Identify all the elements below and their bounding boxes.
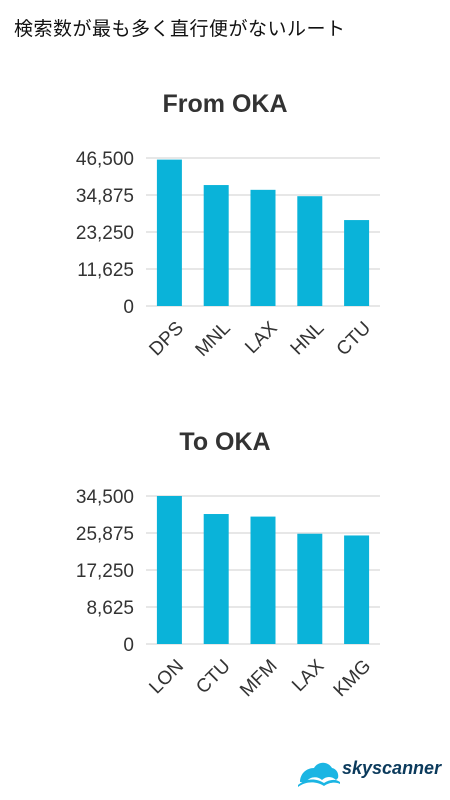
bar-mfm [250,516,276,644]
bar-mnl [203,185,229,306]
bar-chart-from-oka: 0 11,625 23,250 34,875 46,500 DPS MNL LAX HNL CTU [76,150,380,361]
bar-kmg [344,535,370,644]
y-tick-label: 0 [123,635,134,656]
y-tick-label: 25,875 [76,524,134,545]
chart-title-from-oka: From OKA [162,90,288,118]
y-tick-label: 17,250 [76,561,134,582]
logo-wordmark: skyscanner [342,758,442,778]
x-category-label: CTU [192,656,234,698]
x-category-label: DPS [146,318,188,360]
x-category-label: LON [146,656,188,698]
y-tick-label: 46,500 [76,150,134,170]
skyscanner-logo: skyscanner [296,756,444,788]
x-category-label: MFM [236,656,281,701]
bar-ctu [344,220,370,306]
x-category-label: LAX [288,656,328,696]
y-tick-label: 23,250 [76,223,134,244]
x-category-label: CTU [333,318,375,360]
y-tick-label: 34,500 [76,488,134,508]
y-tick-label: 34,875 [76,186,134,207]
x-category-label: HNL [287,318,329,360]
x-category-label: MNL [192,318,235,361]
page-title: 検索数が最も多く直行便がないルート [14,18,346,40]
y-tick-label: 8,625 [86,598,134,619]
bar-lax [297,533,323,644]
y-tick-label: 0 [123,297,134,318]
cloud-wave-icon [298,762,340,787]
bar-hnl [297,196,323,306]
bar-lax [250,189,276,306]
bar-lon [156,496,182,644]
bar-ctu [203,514,229,644]
x-category-label: LAX [241,318,281,358]
bar-dps [156,159,182,306]
y-tick-label: 11,625 [77,260,134,281]
chart-title-to-oka: To OKA [179,428,271,456]
x-category-label: KMG [330,656,375,701]
bar-chart-to-oka: 0 8,625 17,250 25,875 34,500 LON CTU MFM LAX KMG [76,488,380,701]
